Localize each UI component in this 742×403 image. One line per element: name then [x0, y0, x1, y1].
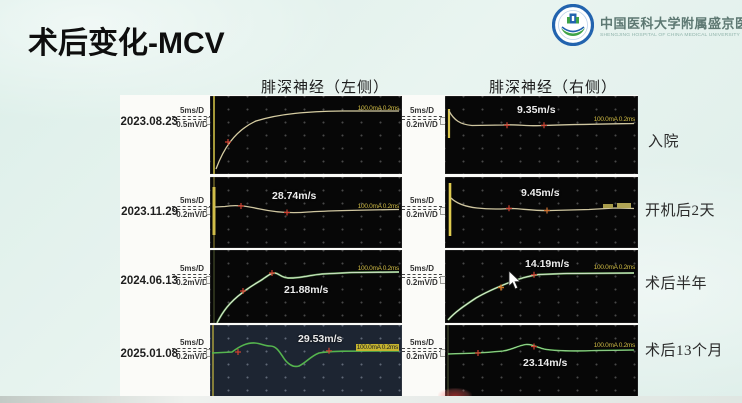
mcv-trace — [212, 177, 400, 248]
hospital-logo-icon — [552, 4, 594, 46]
stim-annotation: 100.0mA 0.2ms — [357, 203, 400, 210]
bottom-bar — [0, 396, 742, 403]
row-date: 2024.06.13 — [120, 275, 178, 287]
waveform-panel-right: 14.19m/s 100.0mA 0.2ms — [445, 250, 638, 323]
velocity-value: 21.88m/s — [284, 284, 329, 296]
scale-label-right: 5ms/D 0.2mV/D — [400, 338, 444, 361]
stim-annotation: 100.0mA 0.2ms — [593, 342, 636, 349]
row-date: 2025.01.08 — [120, 348, 178, 360]
waveform-panel-right: 23.14m/s 100.0mA 0.2ms — [445, 325, 638, 398]
mcv-trace — [447, 271, 635, 321]
scale-divider — [402, 273, 442, 278]
stim-annotation: 100.0mA 0.2ms — [357, 265, 400, 272]
mcv-trace — [448, 183, 635, 236]
hospital-logo: 中国医科大学附属盛京医院 SHENGJING HOSPITAL OF CHINA… — [552, 4, 742, 46]
stage-label: 术后13个月 — [645, 343, 724, 359]
velocity-value: 28.74m/s — [272, 190, 317, 202]
scale-divider — [172, 115, 212, 120]
stim-annotation: 100.0mA 0.2ms — [593, 116, 636, 123]
scale-divider — [172, 205, 212, 210]
mouse-cursor — [508, 271, 521, 290]
column-header-right: 腓深神经（右侧） — [488, 80, 617, 96]
row-date: 2023.11.29 — [121, 206, 178, 218]
waveform-panel-left: 100.0mA 0.2ms — [210, 96, 402, 174]
scale-divider — [172, 273, 212, 278]
velocity-value: 14.19m/s — [525, 258, 570, 270]
stim-annotation: 100.0mA 0.2ms — [593, 264, 636, 271]
scale-divider — [402, 347, 442, 352]
hospital-name-cn: 中国医科大学附属盛京医院 — [600, 15, 742, 31]
scale-label-left: 5ms/D 0.2mV/D — [170, 338, 214, 361]
waveform-panel-right: 9.45m/s — [445, 177, 638, 248]
waveform-panel-left: 28.74m/s 100.0mA 0.2ms — [210, 177, 402, 248]
scale-label-right: 5ms/D 0.2mV/D — [400, 264, 444, 287]
scale-label-left: 5ms/D 0.2mV/D — [170, 264, 214, 287]
row-date: 2023.08.23 — [120, 116, 178, 128]
velocity-value: 9.45m/s — [521, 187, 560, 199]
stage-label: 开机后2天 — [645, 203, 716, 219]
scale-label-right: 5ms/D 0.2mV/D — [400, 196, 444, 219]
stage-label: 入院 — [648, 134, 680, 150]
mcv-trace — [213, 250, 400, 323]
stage-label: 术后半年 — [645, 276, 708, 292]
column-header-left: 腓深神经（左侧） — [260, 80, 389, 96]
waveform-panel-left: 29.53m/s 100.0mA 0.2ms — [210, 325, 402, 398]
scale-divider — [402, 115, 442, 120]
stim-annotation: 100.0mA 0.2ms — [355, 344, 399, 351]
scale-label-right: 5ms/D 0.2mV/D — [400, 106, 444, 129]
hospital-name-en: SHENGJING HOSPITAL OF CHINA MEDICAL UNIV… — [600, 32, 740, 37]
mcv-trace — [447, 325, 635, 398]
scale-label-left: 5ms/D 0.2mV/D — [170, 196, 214, 219]
mcv-trace — [213, 96, 399, 174]
waveform-panel-left: 21.88m/s 100.0mA 0.2ms — [210, 250, 402, 323]
velocity-value: 29.53m/s — [298, 333, 343, 345]
mcv-trace — [447, 109, 635, 138]
waveform-panel-right: 9.35m/s 100.0mA 0.2ms — [445, 96, 638, 174]
scale-label-left: 5ms/D 0.5mV/D — [170, 106, 214, 129]
scale-divider — [402, 205, 442, 210]
page-title: 术后变化-MCV — [28, 27, 225, 60]
velocity-value: 9.35m/s — [517, 104, 556, 116]
scale-divider — [172, 347, 212, 352]
mcv-trace — [211, 325, 400, 398]
velocity-value: 23.14m/s — [523, 357, 568, 369]
stim-annotation: 100.0mA 0.2ms — [357, 105, 400, 112]
